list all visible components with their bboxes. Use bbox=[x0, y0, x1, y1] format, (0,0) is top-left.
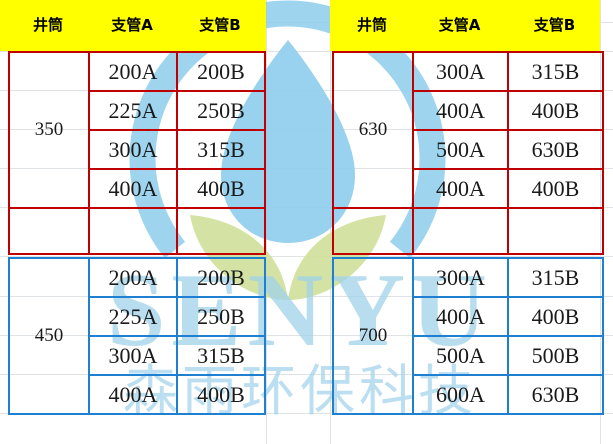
branch-a-cell: 225A bbox=[88, 90, 178, 131]
branch-b-cell: 250B bbox=[176, 296, 266, 337]
table-left-upper: 350 200A 200B 225A 250B 300A 315B 400A 4… bbox=[8, 51, 266, 255]
table-row: 450 200A 200B bbox=[8, 257, 266, 415]
header-left-well: 井筒 bbox=[32, 16, 63, 34]
blank-cell bbox=[88, 207, 178, 255]
table-right-upper: 630 300A 315B 400A 400B 500A 630B 400A 4… bbox=[332, 51, 604, 255]
branch-a-cell: 400A bbox=[412, 168, 509, 209]
header-left-branch-b: 支管B bbox=[199, 16, 241, 34]
header-right-well: 井筒 bbox=[356, 16, 387, 34]
blank-cell bbox=[8, 207, 90, 255]
blank-cell bbox=[412, 207, 509, 255]
table-row-blank bbox=[332, 207, 604, 255]
branch-a-cell: 400A bbox=[412, 296, 509, 337]
header-right-branch-b: 支管B bbox=[533, 16, 576, 34]
table-row: 500A 500B bbox=[333, 335, 604, 376]
table-right-lower: 700 300A 315B 400A 400B 500A 500B 600A 6… bbox=[332, 257, 604, 415]
branch-a-cell: 300A bbox=[88, 335, 178, 376]
header-left-branch-a: 支管A bbox=[111, 16, 153, 34]
table-row: 630 300A 315B bbox=[332, 51, 604, 209]
branch-a-cell: 300A bbox=[412, 257, 509, 298]
branch-a-cell: 500A bbox=[412, 335, 509, 376]
branch-a-cell: 400A bbox=[88, 374, 178, 415]
blank-cell bbox=[332, 207, 414, 255]
branch-a-cell: 200A bbox=[88, 257, 178, 298]
branch-a-cell: 400A bbox=[412, 90, 509, 131]
table-row: 225A 250B bbox=[9, 296, 266, 337]
branch-a-cell: 600A bbox=[412, 374, 509, 415]
branch-b-cell: 315B bbox=[507, 51, 604, 92]
branch-b-cell: 500B bbox=[507, 335, 604, 376]
branch-b-cell: 400B bbox=[507, 296, 604, 337]
table-row: 350 200A 200B bbox=[8, 51, 266, 209]
branch-a-cell: 225A bbox=[88, 296, 178, 337]
branch-a-cell: 200A bbox=[88, 51, 178, 92]
branch-b-cell: 400B bbox=[176, 374, 266, 415]
branch-a-cell: 300A bbox=[88, 129, 178, 170]
branch-b-cell: 400B bbox=[507, 90, 604, 131]
branch-b-cell: 630B bbox=[507, 129, 604, 170]
table-row: 300A 315B bbox=[9, 335, 266, 376]
header-right-branch-a: 支管A bbox=[438, 16, 481, 34]
branch-b-cell: 200B bbox=[176, 51, 266, 92]
blank-cell bbox=[507, 207, 604, 255]
blank-cell bbox=[176, 207, 266, 255]
well-size-cell: 700 bbox=[332, 257, 414, 415]
table-row-blank bbox=[8, 207, 266, 255]
well-size-cell: 450 bbox=[8, 257, 90, 415]
branch-b-cell: 250B bbox=[176, 90, 266, 131]
well-size-cell: 630 bbox=[332, 51, 414, 209]
branch-b-cell: 315B bbox=[176, 129, 266, 170]
branch-b-cell: 315B bbox=[176, 335, 266, 376]
table-row: 400A 400B bbox=[9, 374, 266, 415]
branch-b-cell: 200B bbox=[176, 257, 266, 298]
table-left-lower: 450 200A 200B 225A 250B 300A 315B 400A 4… bbox=[8, 257, 266, 415]
well-size-cell: 350 bbox=[8, 51, 90, 209]
table-row: 700 300A 315B bbox=[332, 257, 604, 415]
branch-b-cell: 400B bbox=[507, 168, 604, 209]
branch-b-cell: 630B bbox=[507, 374, 604, 415]
branch-a-cell: 300A bbox=[412, 51, 509, 92]
branch-a-cell: 500A bbox=[412, 129, 509, 170]
branch-a-cell: 400A bbox=[88, 168, 178, 209]
table-row: 500A 630B bbox=[333, 129, 604, 170]
branch-b-cell: 315B bbox=[507, 257, 604, 298]
branch-b-cell: 400B bbox=[176, 168, 266, 209]
